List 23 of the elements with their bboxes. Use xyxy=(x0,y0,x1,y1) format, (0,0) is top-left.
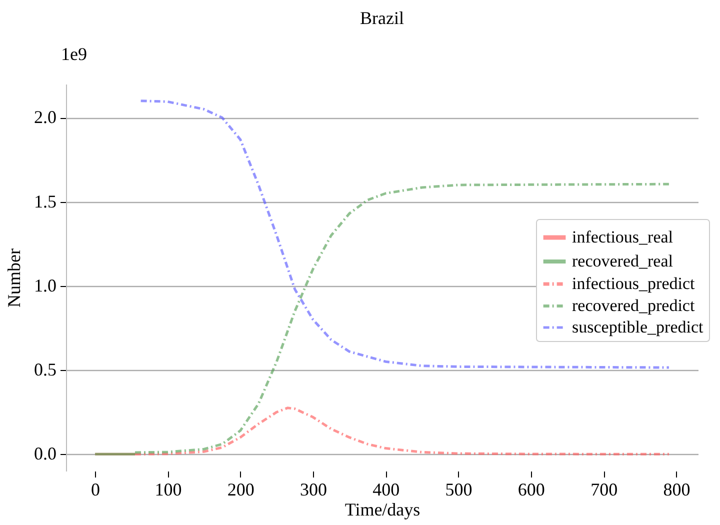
text: 1e9 xyxy=(61,44,87,64)
y-tick-label: 1.5 xyxy=(34,191,56,212)
x-tick-label: 700 xyxy=(590,480,618,500)
legend-label: recovered_real xyxy=(572,252,674,270)
x-tick-label: 800 xyxy=(663,480,690,500)
x-axis-title: Time/days xyxy=(344,500,420,520)
x-tick-label: 400 xyxy=(372,480,400,500)
y-tick-label: 2.0 xyxy=(34,107,56,128)
x-tick-label: 200 xyxy=(227,480,254,500)
x-tick-label: 100 xyxy=(154,480,182,500)
x-tick-label: 0 xyxy=(91,480,100,500)
legend-label: recovered_predict xyxy=(572,296,695,315)
x-tick-label: 600 xyxy=(518,480,545,500)
legend-label: infectious_predict xyxy=(572,274,696,293)
y-tick-label: 0.0 xyxy=(34,444,56,464)
x-tick-label: 300 xyxy=(300,480,327,500)
y-tick-label: 0.5 xyxy=(34,360,56,380)
legend-label: susceptible_predict xyxy=(572,318,704,336)
legend-label: infectious_real xyxy=(572,228,674,246)
chart-title: Brazil xyxy=(360,8,404,28)
x-tick-label: 500 xyxy=(445,480,472,500)
y-axis-title: Number xyxy=(4,248,24,308)
y-tick-label: 1.0 xyxy=(34,275,56,296)
